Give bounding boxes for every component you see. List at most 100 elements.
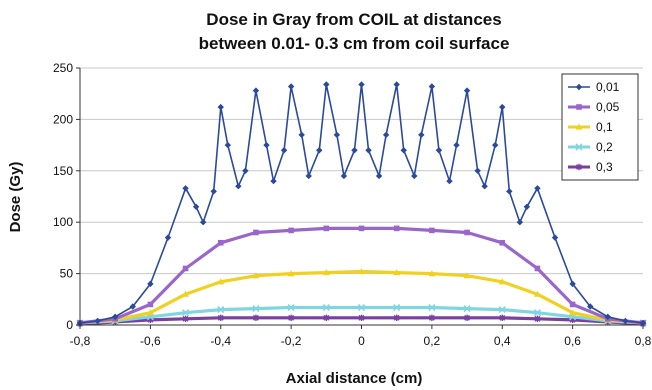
data-point	[499, 315, 505, 321]
data-point	[535, 266, 541, 272]
data-point	[358, 315, 364, 321]
data-point	[225, 142, 231, 148]
data-point	[288, 315, 294, 321]
data-point	[552, 234, 558, 240]
data-point	[182, 185, 188, 191]
y-tick-label: 200	[53, 112, 73, 126]
data-point	[453, 142, 459, 148]
data-point	[281, 147, 287, 153]
data-point	[359, 226, 365, 232]
data-point	[393, 81, 399, 87]
y-tick-label: 50	[60, 267, 74, 281]
data-point	[148, 302, 154, 308]
data-point	[464, 230, 470, 236]
data-point	[288, 228, 294, 234]
data-point	[334, 132, 340, 138]
data-point	[351, 147, 357, 153]
data-point	[165, 234, 171, 240]
data-point	[253, 315, 259, 321]
data-point	[324, 226, 330, 232]
data-point	[446, 178, 452, 184]
data-point	[323, 81, 329, 87]
data-point	[464, 315, 470, 321]
data-point	[306, 173, 312, 179]
data-point	[358, 81, 364, 87]
data-point	[263, 142, 269, 148]
data-point	[401, 147, 407, 153]
data-point	[576, 104, 582, 110]
y-tick-label: 150	[53, 164, 73, 178]
x-tick-label: -0,2	[281, 334, 302, 348]
chart-title-line2: between 0.01- 0.3 cm from coil surface	[199, 34, 510, 53]
data-point	[481, 183, 487, 189]
data-point	[429, 83, 435, 89]
data-point	[298, 132, 304, 138]
data-point	[200, 219, 206, 225]
data-point	[492, 142, 498, 148]
data-point	[182, 316, 188, 322]
x-tick-label: 0,4	[494, 334, 511, 348]
x-tick-label: 0,6	[564, 334, 581, 348]
data-point	[341, 173, 347, 179]
y-tick-label: 100	[53, 215, 73, 229]
data-point	[323, 315, 329, 321]
x-tick-label: -0,6	[140, 334, 161, 348]
legend-label: 0,01	[596, 80, 620, 94]
grid-layer	[80, 68, 643, 274]
x-tick-label: -0,4	[210, 334, 231, 348]
legend-label: 0,05	[596, 100, 620, 114]
data-point	[365, 147, 371, 153]
x-tick-label: 0,2	[424, 334, 441, 348]
data-point	[242, 168, 248, 174]
data-point	[429, 315, 435, 321]
x-tick-label: 0	[358, 334, 365, 348]
data-point	[534, 316, 540, 322]
data-point	[576, 164, 582, 170]
chart-title-line1: Dose in Gray from COIL at distances	[206, 10, 501, 29]
data-point	[253, 230, 259, 236]
data-point	[418, 132, 424, 138]
data-point	[436, 147, 442, 153]
data-point	[183, 266, 189, 272]
x-tick-label: -0,8	[70, 334, 91, 348]
data-point	[235, 183, 241, 189]
data-point	[499, 240, 505, 246]
x-tick-label: 0,8	[635, 334, 652, 348]
series-layer	[77, 81, 647, 327]
data-point	[429, 228, 435, 234]
y-tick-label: 250	[53, 61, 73, 75]
data-point	[316, 147, 322, 153]
legend-label: 0,1	[596, 120, 613, 134]
legend-label: 0,2	[596, 140, 613, 154]
data-point	[393, 315, 399, 321]
data-point	[394, 226, 400, 232]
series-0-05	[77, 226, 646, 326]
data-point	[570, 302, 576, 308]
legend-label: 0,3	[596, 160, 613, 174]
data-point	[464, 87, 470, 93]
y-axis-label: Dose (Gy)	[7, 162, 24, 233]
data-point	[534, 185, 540, 191]
data-point	[193, 204, 199, 210]
x-axis-label: Axial distance (cm)	[286, 370, 423, 387]
series-line	[80, 84, 643, 323]
data-point	[270, 178, 276, 184]
data-point	[474, 168, 480, 174]
data-point	[218, 240, 224, 246]
data-point	[253, 87, 259, 93]
data-point	[211, 188, 217, 194]
data-point	[288, 83, 294, 89]
data-point	[506, 188, 512, 194]
data-point	[383, 132, 389, 138]
data-point	[499, 104, 505, 110]
series-0-01	[77, 81, 646, 326]
data-point	[218, 104, 224, 110]
data-point	[376, 173, 382, 179]
data-point	[218, 315, 224, 321]
data-point	[517, 219, 523, 225]
data-point	[524, 204, 530, 210]
legend: 0,01 0,05 0,1 0,2 0,3	[562, 74, 638, 180]
data-point	[411, 173, 417, 179]
